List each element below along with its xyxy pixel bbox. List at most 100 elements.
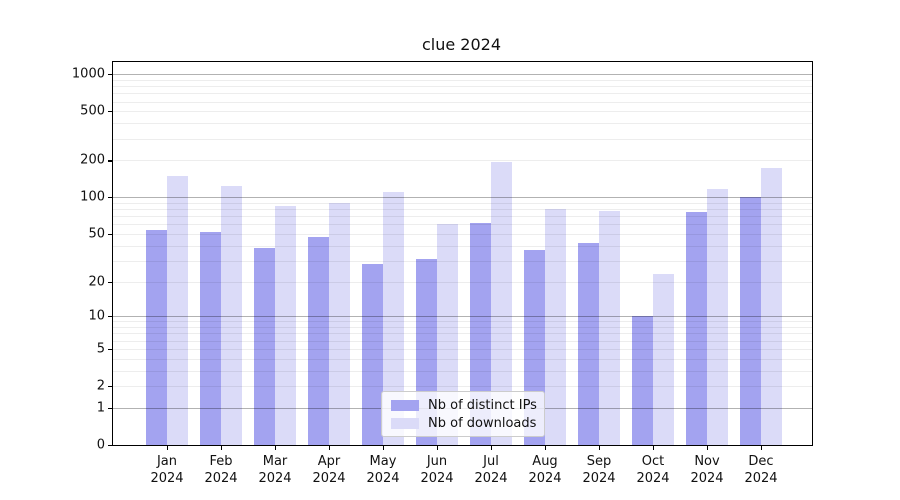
x-tick-mark — [383, 445, 385, 450]
y-tick-mark — [108, 281, 113, 283]
minor-grid-line — [113, 111, 812, 113]
bar-downloads — [707, 189, 728, 445]
x-tick-mark — [437, 445, 439, 450]
x-tick-label: Dec 2024 — [744, 454, 778, 486]
minor-grid-line — [113, 202, 812, 204]
bar-downloads — [545, 209, 566, 445]
y-tick-mark — [108, 386, 113, 388]
plot-area: Jan 2024 Feb 2024 Mar 2024 Apr 2024 May 2024 Jun 20… — [72, 61, 813, 486]
minor-grid-line — [113, 138, 812, 140]
x-tick-mark — [599, 445, 601, 450]
y-tick-label: 20 — [88, 274, 105, 290]
minor-grid-line — [113, 260, 812, 262]
y-tick-label: 200 — [80, 152, 105, 168]
minor-grid-line — [113, 86, 812, 88]
bar-downloads — [491, 161, 512, 445]
bar-distinct-ips — [470, 222, 491, 445]
bar-downloads — [383, 192, 404, 445]
minor-grid-line — [113, 321, 812, 323]
legend: Nb of distinct IPs Nb of downloads — [381, 391, 545, 437]
minor-grid-line — [113, 281, 812, 283]
x-tick-mark — [167, 445, 169, 450]
legend-swatch-downloads — [391, 418, 419, 429]
minor-grid-line — [113, 386, 812, 388]
legend-item-downloads: Nb of downloads — [391, 415, 537, 432]
x-tick-mark — [545, 445, 547, 450]
bar-distinct-ips — [632, 316, 653, 445]
y-tick-label: 0 — [96, 437, 105, 453]
minor-grid-line — [113, 245, 812, 247]
bar-downloads — [275, 205, 296, 445]
y-tick-label: 5 — [96, 341, 105, 357]
x-tick-mark — [221, 445, 223, 450]
minor-grid-line — [113, 333, 812, 335]
y-tick-mark — [108, 160, 113, 162]
y-tick-label: 1000 — [71, 66, 105, 82]
bar-downloads — [653, 274, 674, 445]
minor-grid-line — [113, 370, 812, 372]
minor-grid-line — [113, 340, 812, 342]
minor-grid-line — [113, 123, 812, 125]
y-tick-mark — [108, 233, 113, 236]
minor-grid-line — [113, 216, 812, 218]
bar-downloads — [167, 175, 188, 445]
y-tick-mark — [108, 74, 113, 76]
x-tick-label: May 2024 — [366, 454, 400, 486]
legend-label-distinct-ips: Nb of distinct IPs — [428, 398, 537, 413]
x-tick-mark — [761, 445, 763, 450]
chart-title: clue 2024 — [421, 35, 502, 54]
bar-distinct-ips — [686, 211, 707, 445]
bar-distinct-ips — [362, 264, 383, 445]
major-grid-line — [113, 197, 812, 199]
bar-distinct-ips — [254, 248, 275, 445]
x-tick-label: Sep 2024 — [582, 454, 616, 486]
x-tick-label: Aug 2024 — [528, 454, 562, 486]
bar-distinct-ips — [308, 237, 329, 445]
y-tick-mark — [108, 407, 113, 409]
bar-downloads — [329, 202, 350, 445]
x-tick-label: Jan 2024 — [150, 454, 184, 486]
bar-distinct-ips — [578, 243, 599, 445]
bar-downloads — [761, 168, 782, 445]
minor-grid-line — [113, 327, 812, 329]
y-tick-label: 50 — [88, 226, 105, 242]
minor-grid-line — [113, 93, 812, 95]
y-tick-mark — [108, 197, 113, 199]
x-tick-mark — [707, 445, 709, 450]
x-tick-label: Jul 2024 — [474, 454, 508, 486]
minor-grid-line — [113, 209, 812, 211]
legend-swatch-distinct-ips — [391, 400, 419, 411]
minor-grid-line — [113, 358, 812, 360]
minor-grid-line — [113, 160, 812, 162]
bar-downloads — [437, 224, 458, 445]
x-tick-mark — [275, 445, 277, 450]
minor-grid-line — [113, 101, 812, 103]
x-tick-mark — [491, 445, 493, 450]
bar-distinct-ips — [740, 196, 761, 445]
minor-grid-line — [113, 348, 812, 350]
x-tick-label: Jun 2024 — [420, 454, 454, 486]
bar-downloads — [221, 186, 242, 445]
y-tick-label: 2 — [96, 378, 105, 394]
minor-grid-line — [113, 233, 812, 235]
x-tick-label: Nov 2024 — [690, 454, 724, 486]
minor-grid-line — [113, 224, 812, 226]
x-tick-label: Mar 2024 — [258, 454, 292, 486]
y-tick-label: 500 — [80, 103, 105, 119]
y-tick-label: 1 — [96, 400, 105, 416]
bar-distinct-ips — [200, 231, 221, 445]
legend-label-downloads: Nb of downloads — [428, 416, 537, 431]
x-tick-label: Oct 2024 — [636, 454, 670, 486]
y-tick-label: 100 — [80, 189, 105, 205]
x-tick-label: Apr 2024 — [312, 454, 346, 486]
x-tick-label: Feb 2024 — [204, 454, 238, 486]
x-tick-mark — [329, 445, 331, 450]
y-tick-label: 10 — [88, 308, 105, 324]
major-grid-line — [113, 316, 812, 318]
y-tick-mark — [108, 348, 113, 350]
y-tick-mark — [108, 445, 113, 447]
x-tick-mark — [653, 445, 655, 450]
y-tick-mark — [108, 111, 113, 113]
bar-downloads — [599, 211, 620, 445]
